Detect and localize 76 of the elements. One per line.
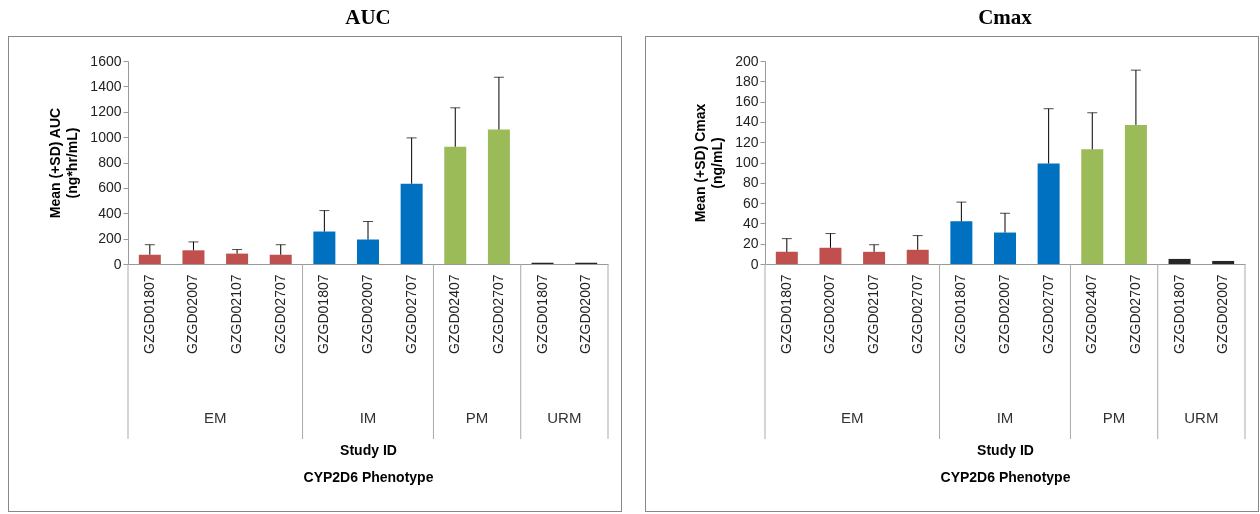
y-tick-label: 180 [735,72,759,89]
bar [226,253,249,264]
x-tick-label: GZGD02707 [402,274,419,354]
y-tick-label: 0 [750,255,759,272]
text: PM [465,409,489,426]
bar [863,251,886,264]
y-tick-label: 80 [742,174,759,191]
bar [313,231,336,264]
bar [400,183,423,264]
text: PM [1102,409,1126,426]
bar [906,249,929,264]
x-tick-label: GZGD01807 [315,274,332,354]
y-tick-label: 1200 [90,103,122,120]
x-tick-label: GZGD02707 [489,274,506,354]
text: EM [204,409,227,426]
x-tick-label: GZGD02007 [1214,274,1231,354]
bar [994,232,1016,264]
bar [1037,163,1060,264]
x-axis-title: Study ID CYP2D6 Phenotype [303,441,434,485]
text: IM [996,409,1014,426]
y-tick-label: 120 [735,133,759,150]
text: URM [1184,409,1219,426]
text: URM [547,409,582,426]
y-tick-label: 400 [98,204,122,221]
y-tick-label: 800 [98,154,122,170]
bar [138,254,161,264]
y-tick-label: 1600 [90,52,122,69]
x-tick-label: GZGD01807 [1170,274,1187,354]
x-tick-label: GZGD02107 [865,274,882,354]
x-tick-label: GZGD01807 [777,274,794,354]
bar [1124,124,1147,264]
x-tick-label: GZGD02707 [271,274,288,354]
x-tick-label: GZGD02007 [359,274,375,354]
x-tick-label: GZGD02707 [1039,274,1056,354]
y-tick-label: 200 [98,230,122,247]
x-tick-label: GZGD02707 [1126,274,1143,354]
y-tick-label: 1400 [90,77,122,94]
y-axis-title: Mean (+SD) Cmax (ng/mL) [692,103,726,223]
x-axis-title: Study ID CYP2D6 Phenotype [940,441,1071,485]
y-tick-label: 20 [742,235,759,252]
x-tick-label: GZGD02107 [228,274,245,354]
bar [269,254,292,264]
y-tick-label: 600 [98,179,122,196]
x-tick-label: GZGD02407 [1083,274,1100,354]
bar [775,251,798,264]
y-axis-title: Mean (+SD) AUC (ng*hr/mL) [47,107,81,219]
y-tick-label: 160 [735,93,759,110]
y-tick-label: 100 [735,154,759,170]
y-tick-label: 0 [113,255,122,272]
y-tick-label: 40 [742,214,759,231]
bar [444,146,467,264]
bar [1212,260,1235,264]
x-tick-label: GZGD02007 [184,274,201,354]
x-tick-label: GZGD02007 [996,274,1012,354]
bar [819,247,842,264]
y-tick-label: 200 [735,52,759,69]
x-tick-label: GZGD01807 [533,274,550,354]
bar [1081,149,1104,264]
text: IM [359,409,377,426]
y-tick-label: 140 [735,113,759,130]
bar [1168,258,1191,264]
x-tick-label: GZGD01807 [140,274,157,354]
bar [487,129,510,264]
bar [357,239,379,264]
chart-title: Cmax [978,5,1033,29]
x-tick-label: GZGD02007 [577,274,594,354]
x-tick-label: GZGD02707 [908,274,925,354]
bar [182,250,205,264]
x-tick-label: GZGD01807 [952,274,969,354]
text: EM [841,409,864,426]
x-tick-label: GZGD02007 [821,274,838,354]
y-tick-label: 60 [742,194,759,211]
bar [950,221,973,264]
x-tick-label: GZGD02407 [446,274,463,354]
y-tick-label: 1000 [90,128,122,145]
chart-title: AUC [345,5,391,29]
